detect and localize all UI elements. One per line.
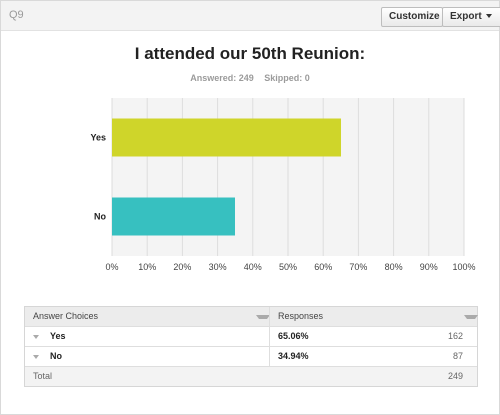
category-label: Yes: [90, 133, 106, 143]
chevron-down-icon: [485, 14, 492, 18]
responses-table: Answer Choices Responses Yes 65.06% 162: [24, 306, 478, 387]
response-count: 162: [447, 331, 463, 341]
responses-header-label: Responses: [278, 311, 324, 321]
x-tick-label: 90%: [420, 262, 438, 272]
answer-choices-header[interactable]: Answer Choices: [25, 307, 270, 326]
x-tick-label: 50%: [279, 262, 297, 272]
column-divider: [269, 307, 270, 326]
x-tick-label: 40%: [244, 262, 262, 272]
bar-chart: Yes No 0% 10% 20% 30% 40% 50% 60% 70% 80% 90% 100%: [90, 98, 476, 272]
bar-yes: [112, 118, 342, 157]
x-tick-label: 30%: [209, 262, 227, 272]
category-label: No: [94, 212, 106, 222]
chart-title: I attended our 50th Reunion:: [134, 44, 366, 63]
x-tick-label: 70%: [349, 262, 367, 272]
answer-choices-header-label: Answer Choices: [33, 311, 99, 321]
responses-header[interactable]: Responses: [270, 307, 478, 326]
column-divider: [269, 347, 270, 366]
choice-cell: No: [25, 347, 269, 366]
response-cell: 65.06% 162: [270, 327, 477, 346]
choice-label: Yes: [50, 331, 66, 341]
chevron-down-icon[interactable]: [33, 355, 39, 359]
skipped-count: Skipped: 0: [264, 73, 310, 83]
sort-icon[interactable]: [464, 315, 478, 319]
chevron-down-icon[interactable]: [33, 335, 39, 339]
x-tick-label: 10%: [138, 262, 156, 272]
bar-no: [112, 197, 235, 236]
response-percent: 34.94%: [278, 351, 309, 361]
customize-button[interactable]: Customize: [381, 7, 443, 27]
sort-icon[interactable]: [256, 315, 270, 319]
table-header-row: Answer Choices Responses: [25, 307, 478, 327]
category-labels: Yes No: [90, 133, 106, 222]
table-row: No 34.94% 87: [25, 347, 477, 367]
bars: [112, 118, 342, 236]
export-button[interactable]: Export: [442, 7, 500, 27]
response-cell: 34.94% 87: [270, 347, 477, 366]
x-tick-labels: 0% 10% 20% 30% 40% 50% 60% 70% 80% 90% 100%: [105, 262, 475, 272]
answered-count: Answered: 249: [190, 73, 254, 83]
export-button-label: Export: [450, 11, 482, 22]
x-tick-label: 60%: [314, 262, 332, 272]
response-stats: Answered: 249 Skipped: 0: [1, 73, 499, 83]
x-tick-label: 20%: [173, 262, 191, 272]
table-row: Yes 65.06% 162: [25, 327, 477, 347]
choice-cell: Yes: [25, 327, 269, 346]
x-tick-label: 100%: [452, 262, 475, 272]
question-number: Q9: [9, 9, 24, 21]
x-tick-label: 80%: [385, 262, 403, 272]
total-row: Total 249: [25, 367, 477, 386]
total-cell: Total 249: [25, 367, 477, 386]
total-value: 249: [447, 371, 463, 381]
choice-label: No: [50, 351, 62, 361]
column-divider: [269, 327, 270, 346]
response-percent: 65.06%: [278, 331, 309, 341]
question-header: Q9 Customize Export: [1, 1, 500, 31]
response-count: 87: [452, 351, 463, 361]
total-label: Total: [33, 371, 53, 381]
x-tick-label: 0%: [105, 262, 118, 272]
